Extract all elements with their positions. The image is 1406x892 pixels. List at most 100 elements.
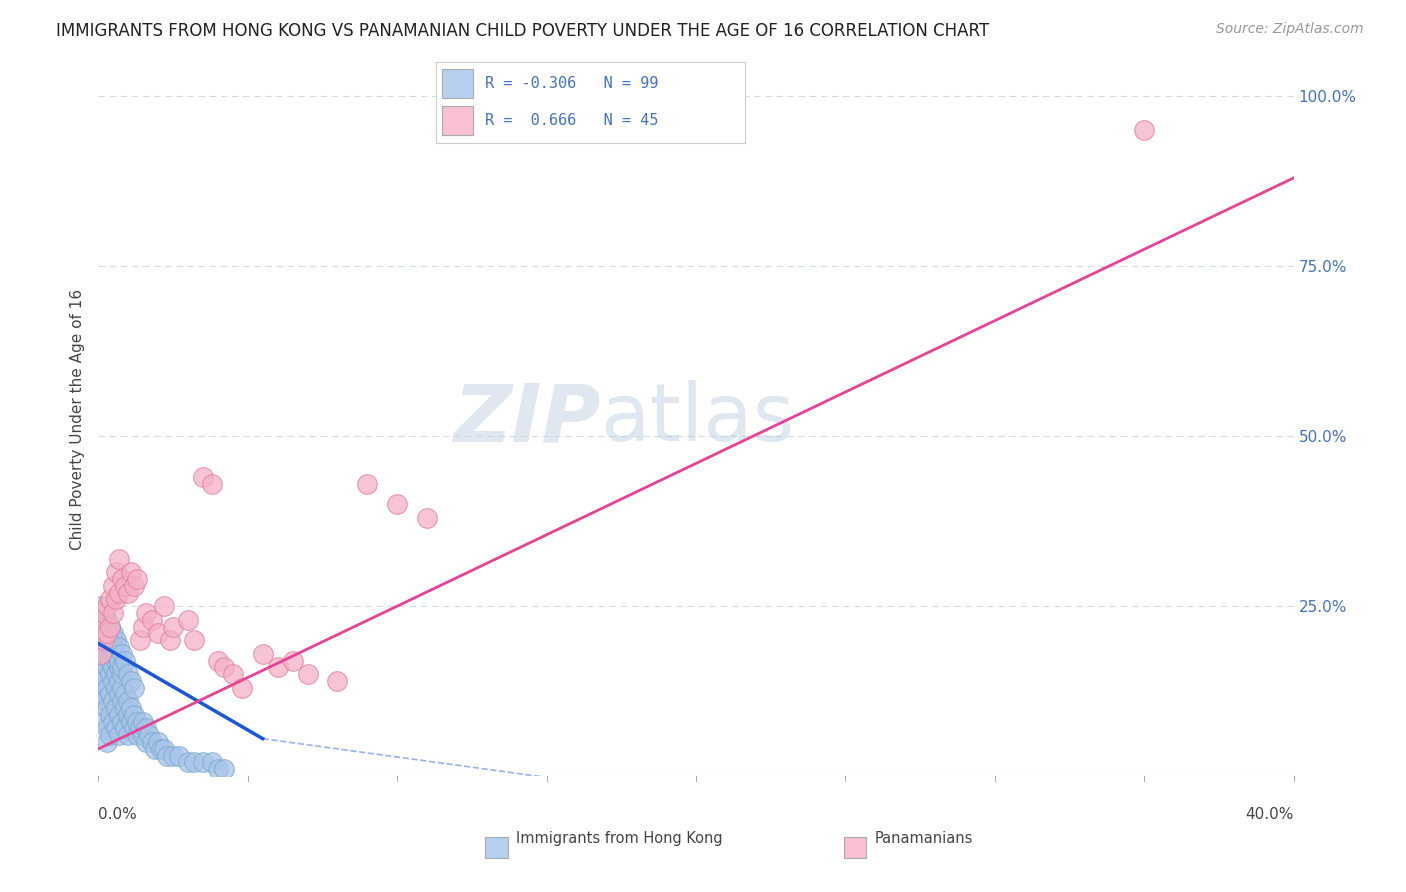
Point (191, 756, 214, 770)
Point (90, 599, 112, 614)
Point (103, 640, 125, 654)
Point (103, 647, 125, 661)
Point (114, 579, 136, 593)
Point (150, 742, 173, 756)
Point (96, 722, 118, 736)
Point (96, 701, 118, 715)
Point (96, 660, 118, 674)
Point (93, 653, 115, 667)
Point (191, 470, 214, 484)
Point (117, 728, 139, 742)
Point (105, 653, 128, 667)
Text: atlas: atlas (600, 380, 794, 458)
Point (281, 653, 304, 667)
Point (159, 633, 181, 648)
Point (108, 653, 131, 667)
Point (127, 714, 149, 729)
Point (103, 660, 125, 674)
Point (93, 613, 115, 627)
Point (100, 619, 122, 633)
Point (105, 592, 128, 607)
Text: R =  0.666   N = 45: R = 0.666 N = 45 (485, 112, 659, 128)
Point (297, 667, 319, 681)
Point (326, 673, 349, 688)
Point (135, 722, 157, 736)
Point (117, 585, 139, 599)
Point (105, 722, 128, 736)
Point (114, 653, 136, 667)
Point (103, 633, 125, 648)
Point (167, 748, 190, 763)
Point (252, 647, 274, 661)
Point (90, 606, 112, 620)
Text: ZIP: ZIP (453, 380, 600, 458)
Point (117, 707, 139, 722)
Point (96, 681, 118, 695)
Point (114, 722, 136, 736)
Point (105, 565, 128, 579)
Point (156, 748, 179, 763)
Point (124, 707, 146, 722)
Point (96, 626, 118, 640)
Point (108, 673, 131, 688)
Point (90, 647, 112, 661)
Point (153, 742, 176, 756)
Point (222, 667, 245, 681)
Point (93, 694, 115, 708)
Point (96, 599, 118, 614)
Point (132, 728, 155, 742)
Point (96, 735, 118, 749)
Bar (441, 69, 472, 98)
Point (416, 510, 439, 524)
Point (135, 606, 157, 620)
Point (124, 722, 146, 736)
Point (103, 694, 125, 708)
Point (108, 585, 131, 599)
Point (103, 714, 125, 729)
Point (105, 667, 128, 681)
Point (120, 565, 142, 579)
Point (103, 626, 125, 640)
Point (96, 619, 118, 633)
Point (100, 619, 122, 633)
Point (100, 640, 122, 654)
Point (93, 673, 115, 688)
Point (100, 592, 122, 607)
Text: R = -0.306   N = 99: R = -0.306 N = 99 (485, 76, 659, 91)
Point (117, 667, 139, 681)
Point (207, 653, 229, 667)
Point (132, 714, 155, 729)
Point (108, 640, 131, 654)
Point (93, 633, 115, 648)
Point (105, 647, 128, 661)
Point (143, 742, 166, 756)
Point (138, 728, 160, 742)
Point (100, 633, 122, 648)
Text: 40.0%: 40.0% (1246, 807, 1294, 822)
Point (100, 653, 122, 667)
Point (120, 673, 142, 688)
Point (201, 476, 224, 491)
Point (201, 756, 224, 770)
Point (212, 762, 235, 776)
Point (153, 599, 176, 614)
Point (96, 613, 118, 627)
Point (162, 748, 184, 763)
Point (108, 688, 131, 702)
Point (90, 667, 112, 681)
Point (1133, 123, 1156, 137)
Point (93, 626, 115, 640)
Bar (441, 106, 472, 135)
Point (162, 619, 184, 633)
Point (108, 707, 131, 722)
Point (100, 688, 122, 702)
Point (93, 619, 115, 633)
Point (177, 756, 200, 770)
Point (177, 613, 200, 627)
Point (212, 660, 235, 674)
Point (120, 701, 142, 715)
Point (111, 660, 134, 674)
Point (108, 660, 131, 674)
Point (127, 728, 149, 742)
Point (100, 707, 122, 722)
